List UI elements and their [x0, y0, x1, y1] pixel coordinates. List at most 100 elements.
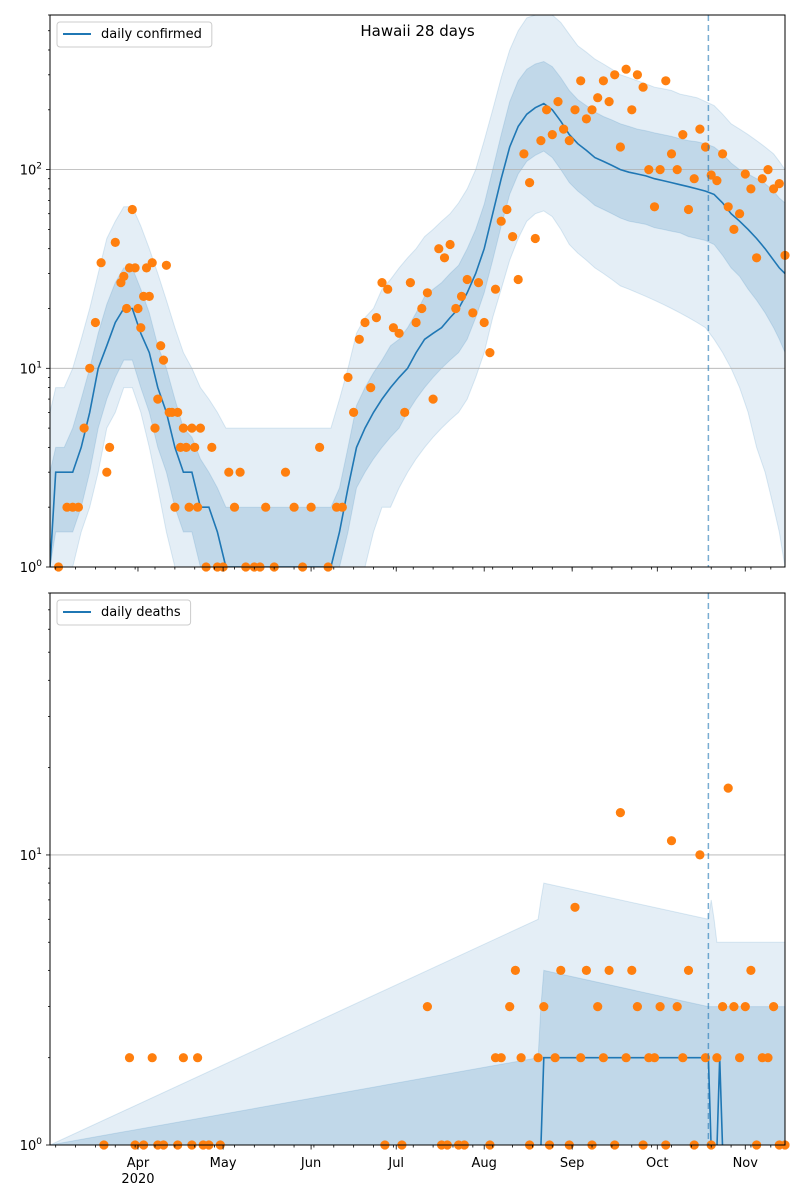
x-tick-label: Nov	[733, 1156, 759, 1171]
data-point	[122, 303, 132, 314]
data-point	[207, 442, 217, 452]
data-point	[170, 502, 180, 512]
data-point	[774, 179, 784, 189]
data-point	[161, 260, 171, 270]
data-point	[763, 165, 773, 175]
data-point	[683, 965, 694, 976]
data-point	[655, 165, 665, 175]
data-point	[672, 165, 682, 175]
data-point	[740, 1002, 750, 1012]
data-point	[105, 442, 115, 452]
legend-box	[56, 21, 213, 48]
data-point	[666, 836, 677, 846]
data-point	[383, 284, 393, 294]
data-point	[661, 76, 671, 86]
band90-area	[50, 882, 785, 1145]
data-point	[439, 253, 450, 263]
x-tick-label: Jul	[387, 1156, 404, 1171]
data-point	[306, 502, 316, 512]
x-tick-label: Jun	[300, 1156, 321, 1171]
data-point	[195, 423, 205, 433]
data-point	[593, 1002, 603, 1012]
deaths-legend: daily deaths	[56, 599, 192, 626]
data-point	[547, 130, 557, 140]
data-point	[184, 502, 194, 512]
deaths-plot-frame	[49, 592, 786, 1146]
data-point	[507, 232, 518, 242]
data-point	[536, 136, 546, 146]
x-tick-label: Sep	[560, 1156, 585, 1171]
data-point	[638, 82, 648, 92]
data-point	[193, 1053, 203, 1063]
data-point	[496, 216, 506, 226]
data-point	[133, 303, 143, 314]
data-point	[621, 1053, 631, 1063]
data-point	[235, 467, 245, 477]
data-point	[735, 1053, 745, 1063]
data-point	[337, 502, 347, 512]
data-point	[519, 149, 529, 159]
data-point	[136, 323, 146, 333]
data-point	[360, 317, 370, 328]
data-point	[289, 502, 299, 512]
band50-area	[50, 60, 785, 567]
data-point	[110, 237, 120, 247]
data-point	[73, 502, 83, 512]
data-point	[587, 105, 597, 115]
data-point	[598, 76, 609, 86]
data-point	[581, 965, 592, 976]
data-point	[462, 274, 472, 285]
data-point	[156, 341, 166, 351]
data-point	[632, 70, 643, 80]
data-point	[576, 1053, 586, 1063]
data-point	[666, 149, 677, 159]
data-point	[178, 1053, 188, 1063]
confirmed-x-ticks	[55, 567, 772, 572]
data-point	[147, 258, 157, 268]
data-point	[649, 1053, 660, 1063]
data-point	[354, 334, 364, 344]
data-point	[456, 291, 467, 301]
data-point	[570, 105, 580, 115]
data-point	[405, 278, 415, 288]
data-point	[90, 317, 100, 328]
data-point	[130, 263, 140, 273]
data-point	[689, 174, 699, 184]
data-point	[627, 105, 637, 115]
data-point	[757, 174, 767, 184]
data-point	[187, 423, 197, 433]
data-point	[394, 328, 404, 338]
y-tick-label: 101	[20, 847, 42, 864]
data-point	[678, 130, 688, 140]
data-point	[505, 1002, 515, 1012]
legend-box	[56, 599, 192, 626]
band50-area	[50, 969, 785, 1145]
y-tick-label: 101	[20, 360, 42, 377]
chart-title: Hawaii 28 days	[360, 22, 474, 40]
data-point	[729, 1002, 739, 1012]
x-tick-label: Aug	[471, 1156, 496, 1171]
data-point	[570, 902, 580, 912]
data-point	[315, 442, 325, 452]
data-point	[144, 291, 154, 301]
data-point	[763, 1053, 773, 1063]
data-point	[533, 1053, 543, 1063]
confirmed-points	[53, 64, 790, 572]
data-point	[119, 271, 129, 281]
data-point	[428, 394, 438, 404]
data-point	[615, 808, 626, 818]
data-point	[769, 1002, 779, 1012]
data-point	[434, 244, 444, 254]
data-point	[712, 176, 722, 186]
data-point	[712, 1053, 722, 1063]
data-point	[445, 239, 455, 250]
data-point	[621, 64, 631, 74]
data-point	[542, 105, 552, 115]
data-point	[479, 317, 489, 328]
data-point	[224, 467, 234, 477]
data-point	[473, 278, 484, 288]
data-point	[593, 93, 603, 103]
data-point	[422, 288, 432, 298]
